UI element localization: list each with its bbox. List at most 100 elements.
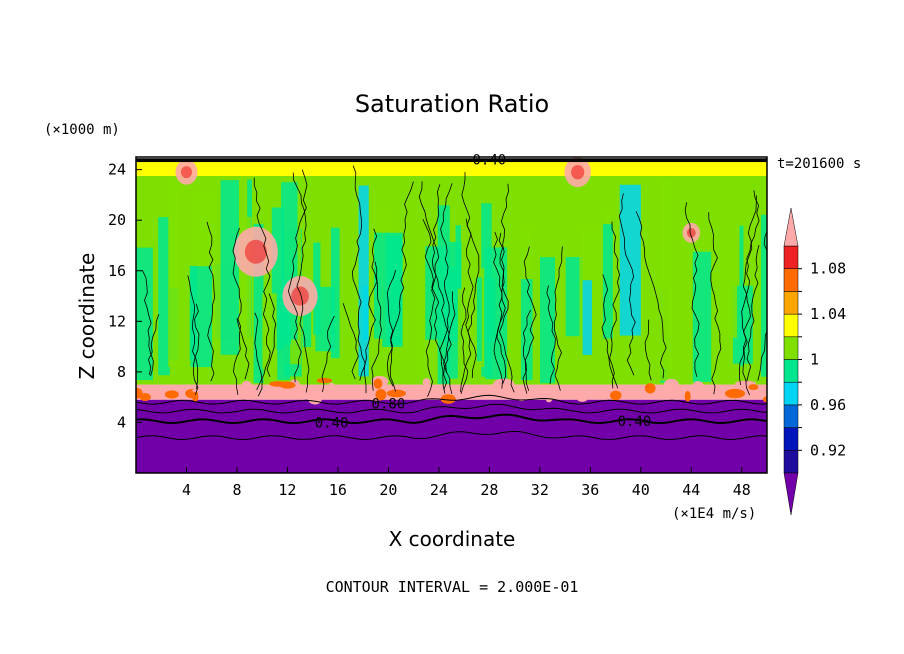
contour-line-upper: [351, 165, 367, 394]
y-tick-label: 8: [117, 363, 126, 381]
contour-line-upper: [425, 184, 441, 397]
contour-line-upper: [546, 285, 556, 385]
supersat-core-4: [180, 166, 192, 179]
contour-line-upper: [292, 172, 310, 393]
contour-line-upper: [635, 211, 667, 379]
plume: [313, 242, 321, 335]
plume: [540, 257, 556, 384]
contour-line-upper: [232, 227, 242, 395]
contour-line-upper: [187, 275, 199, 390]
colorbar-box: [783, 381, 799, 406]
contour-line-upper: [493, 231, 507, 384]
blob: [748, 384, 759, 391]
plume: [565, 257, 583, 337]
contour-line-upper: [708, 212, 722, 395]
x-tick-label: 28: [480, 481, 498, 499]
plume: [659, 245, 668, 368]
plume: [485, 247, 508, 380]
contour-line-upper: [498, 232, 515, 393]
plume: [358, 185, 369, 377]
plume: [281, 182, 298, 340]
plume: [190, 266, 213, 368]
plume: [692, 251, 712, 382]
colorbar-under-arrow: [783, 472, 799, 516]
x-tick-label: 36: [581, 481, 599, 499]
contour-line-upper: [439, 183, 453, 374]
contour-line-upper: [738, 195, 757, 386]
blob: [375, 388, 387, 401]
contour-label: 0.40: [618, 414, 652, 430]
blob: [422, 378, 431, 387]
x-tick-label: 8: [232, 481, 241, 499]
blob: [545, 396, 553, 403]
supersat-core-0: [244, 239, 267, 264]
contour-line-upper: [465, 218, 477, 379]
colorbar-box: [783, 291, 799, 315]
heatmap-area: [136, 157, 767, 473]
contour-line-upper: [609, 221, 621, 389]
contour-label: 0.40: [473, 153, 507, 169]
contour-line-upper: [253, 177, 271, 391]
contour-line-upper: [522, 309, 531, 394]
plume: [602, 224, 613, 339]
blob: [164, 390, 179, 399]
contour-line-upper: [523, 246, 537, 391]
x-unit-label: (×1E4 m/s): [672, 506, 756, 522]
plume: [619, 184, 641, 336]
blob: [327, 382, 335, 392]
contour-line-upper: [746, 244, 760, 382]
contour-line-upper: [601, 274, 619, 389]
blob: [684, 390, 691, 402]
plume: [136, 247, 153, 381]
blob: [139, 393, 151, 402]
y-unit-label: (×1000 m): [44, 122, 120, 138]
colorbar-box: [783, 427, 799, 451]
contour-line-upper: [141, 269, 154, 377]
colorbar-label: 0.96: [810, 396, 846, 414]
contour-line-upper: [236, 318, 250, 380]
blob: [192, 391, 199, 402]
contour-line-upper: [386, 269, 397, 392]
colorbar-box: [783, 450, 799, 474]
contour-line-upper: [460, 172, 480, 393]
chart-title: Saturation Ratio: [355, 90, 549, 118]
blob: [623, 385, 641, 397]
colorbar-label: 0.92: [810, 441, 846, 459]
y-tick-label: 12: [108, 312, 126, 330]
contour-labels: 0.40 0.40 0.80 0.40: [315, 153, 652, 432]
colorbar-label: 1.08: [810, 260, 846, 278]
contour-line-upper: [422, 218, 446, 394]
plume: [760, 214, 767, 377]
blob: [279, 381, 296, 389]
supersat-core-2: [686, 228, 696, 238]
blob: [308, 394, 322, 405]
contour-line-upper: [359, 228, 378, 381]
colorbar-box: [783, 359, 799, 383]
x-tick-label: 24: [430, 481, 448, 499]
plume: [582, 280, 592, 355]
colorbar-box: [783, 245, 799, 269]
x-tick-label: 44: [682, 481, 700, 499]
contour-line-upper: [342, 303, 359, 380]
x-tick-label: 20: [379, 481, 397, 499]
y-tick-label: 20: [108, 211, 126, 229]
contour-interval-footer: CONTOUR INTERVAL = 2.000E-01: [326, 578, 579, 596]
contour-line-upper: [684, 202, 700, 377]
blob: [492, 378, 515, 390]
blob: [644, 383, 656, 394]
contour-line-upper: [493, 183, 509, 389]
blob: [516, 393, 527, 402]
heatmap-region-3: [136, 160, 767, 176]
x-tick-label: 48: [733, 481, 751, 499]
contour-line-0: [136, 430, 767, 441]
blob: [692, 381, 704, 392]
plot-frame: [135, 156, 768, 474]
blob: [241, 380, 253, 392]
blob: [663, 378, 679, 391]
heatmap-region-0: [136, 399, 767, 473]
top-contour-band: [136, 158, 767, 163]
contour-line-upper: [266, 293, 277, 378]
contour-label: 0.40: [315, 415, 349, 431]
contour-line-upper: [443, 291, 456, 391]
